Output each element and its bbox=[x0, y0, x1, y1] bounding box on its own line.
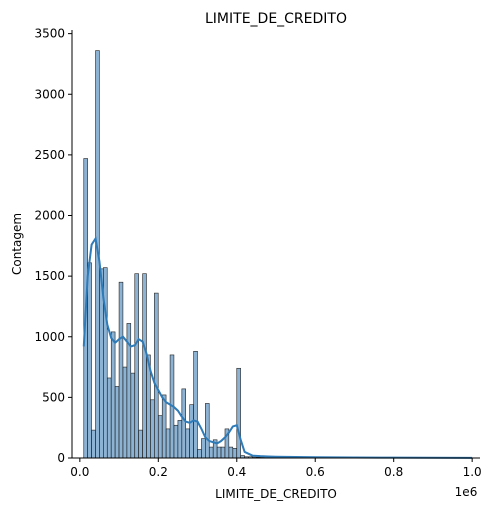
histogram-bar bbox=[87, 262, 92, 459]
y-tick-label: 2500 bbox=[34, 148, 65, 162]
x-tick-label: 0.6 bbox=[306, 465, 325, 479]
histogram-bar bbox=[150, 399, 155, 459]
histogram-bar bbox=[107, 377, 112, 459]
histogram-bar bbox=[114, 386, 120, 459]
y-tick-label: 3000 bbox=[34, 87, 65, 101]
y-tick-label: 1500 bbox=[34, 269, 65, 283]
histogram-bar bbox=[209, 446, 214, 459]
histogram-bar bbox=[173, 424, 179, 459]
y-axis-ticks: 0 500 1000 1500 2000 2500 3000 3500 bbox=[34, 27, 72, 465]
histogram-bar bbox=[185, 428, 190, 459]
histogram-bar bbox=[220, 446, 226, 459]
histogram-bar bbox=[91, 429, 96, 459]
y-tick-label: 500 bbox=[42, 390, 65, 404]
histogram-bar bbox=[193, 350, 198, 459]
x-tick-label: 0.4 bbox=[227, 465, 246, 479]
histogram-bars bbox=[83, 50, 281, 459]
histogram-bar bbox=[118, 281, 124, 459]
x-axis-ticks: 0.0 0.2 0.4 0.6 0.8 1.0 bbox=[70, 458, 482, 479]
histogram-bar bbox=[197, 449, 202, 459]
y-tick-label: 3500 bbox=[34, 27, 65, 41]
histogram-bar bbox=[161, 394, 167, 459]
histogram-bar bbox=[154, 292, 159, 459]
x-tick-label: 1.0 bbox=[463, 465, 482, 479]
histogram-bar bbox=[134, 273, 139, 459]
histogram-bar bbox=[189, 404, 194, 459]
x-tick-label: 0.8 bbox=[384, 465, 403, 479]
y-tick-label: 2000 bbox=[34, 209, 65, 223]
x-tick-label: 0.0 bbox=[70, 465, 89, 479]
histogram-bar bbox=[130, 372, 135, 459]
histogram-bar bbox=[142, 273, 147, 459]
x-tick-label: 0.2 bbox=[149, 465, 168, 479]
histogram-bar bbox=[228, 446, 234, 459]
chart-title: LIMITE_DE_CREDITO bbox=[205, 11, 347, 27]
histogram-bar bbox=[165, 428, 171, 459]
x-axis-title: LIMITE_DE_CREDITO bbox=[215, 487, 337, 501]
histogram-bar bbox=[138, 429, 143, 459]
histogram-bar bbox=[236, 367, 241, 459]
histogram-bar bbox=[110, 331, 116, 459]
histogram-bar bbox=[158, 415, 163, 459]
y-tick-label: 0 bbox=[57, 451, 65, 465]
y-axis-title: Contagem bbox=[10, 213, 24, 275]
histogram-bar bbox=[205, 403, 210, 459]
histogram-bar bbox=[181, 388, 186, 459]
y-tick-label: 1000 bbox=[34, 330, 65, 344]
histogram-bar bbox=[201, 438, 206, 459]
x-axis-offset-label: 1e6 bbox=[455, 485, 478, 499]
histogram-bar bbox=[177, 420, 183, 459]
histogram-bar bbox=[216, 446, 222, 459]
kde-curve bbox=[82, 235, 473, 459]
histogram-bar bbox=[232, 447, 237, 459]
histogram-bar bbox=[122, 366, 128, 459]
